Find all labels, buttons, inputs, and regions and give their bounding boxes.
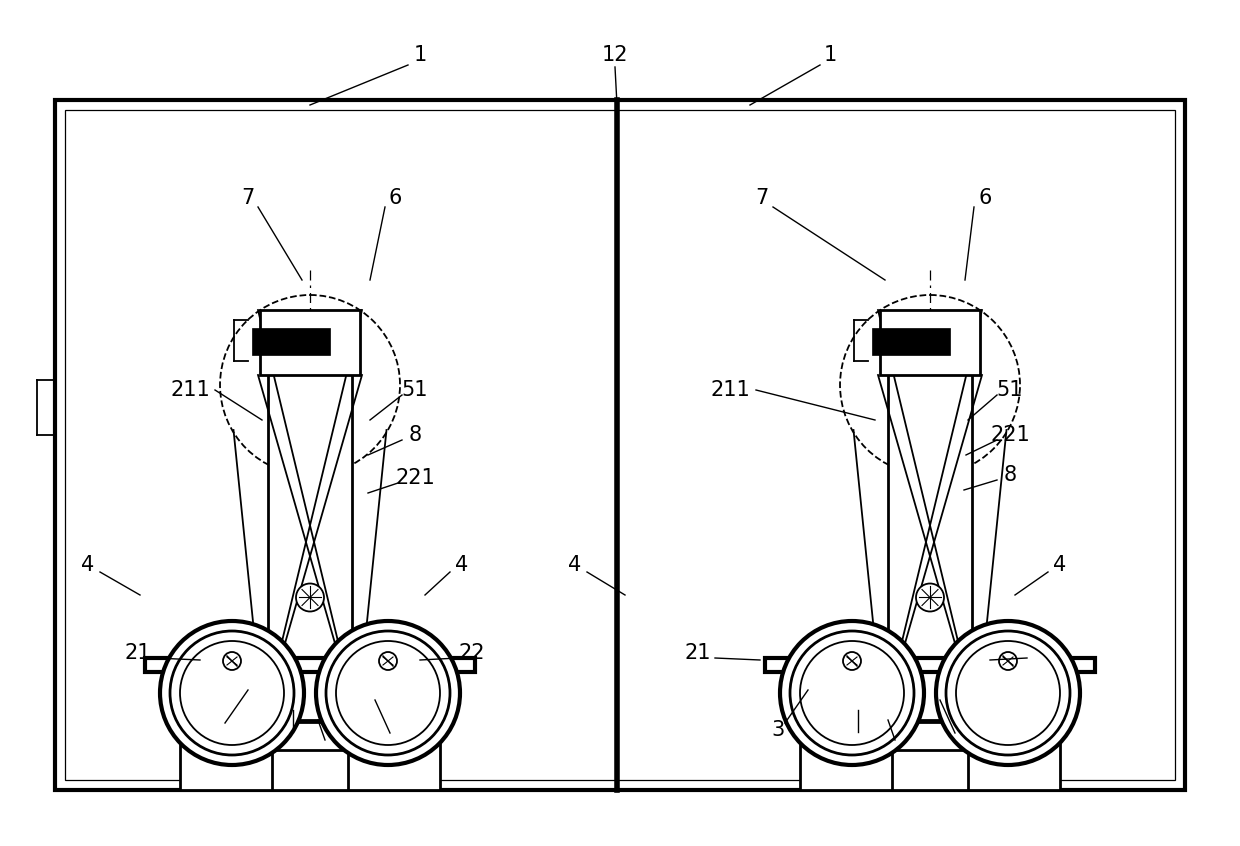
Text: 1: 1 [823, 45, 837, 65]
Circle shape [180, 641, 284, 745]
Text: 22: 22 [459, 643, 485, 663]
Text: 3: 3 [954, 730, 967, 750]
Text: 221: 221 [396, 468, 435, 488]
Text: 3: 3 [388, 730, 402, 750]
Circle shape [790, 631, 914, 755]
Circle shape [336, 641, 440, 745]
Circle shape [379, 652, 397, 670]
Text: 5: 5 [324, 738, 336, 758]
Bar [180, 722, 440, 790]
Circle shape [936, 621, 1080, 765]
Text: 5: 5 [893, 738, 906, 758]
Circle shape [999, 652, 1017, 670]
Circle shape [956, 641, 1060, 745]
Circle shape [800, 641, 904, 745]
Text: 21: 21 [125, 643, 151, 663]
Text: 3: 3 [211, 720, 224, 740]
Bar [252, 328, 330, 355]
Text: 4: 4 [568, 555, 582, 575]
Circle shape [916, 584, 944, 612]
Circle shape [326, 631, 450, 755]
Bar [765, 658, 1095, 672]
Text: 3: 3 [771, 720, 785, 740]
Text: 4: 4 [1053, 555, 1066, 575]
Circle shape [316, 621, 460, 765]
Circle shape [843, 652, 861, 670]
Text: 1: 1 [413, 45, 427, 65]
Text: 8: 8 [408, 425, 422, 445]
Text: 11: 11 [280, 730, 306, 750]
Circle shape [170, 631, 294, 755]
Bar [888, 370, 972, 720]
Text: 22: 22 [1027, 643, 1053, 663]
Bar [872, 328, 950, 355]
Text: 7: 7 [755, 188, 769, 208]
Text: 12: 12 [601, 45, 629, 65]
Circle shape [160, 621, 304, 765]
Text: 4: 4 [82, 555, 94, 575]
Bar [272, 750, 348, 790]
Circle shape [296, 584, 324, 612]
Text: 4: 4 [455, 555, 469, 575]
Text: 21: 21 [684, 643, 712, 663]
Text: 8: 8 [1003, 465, 1017, 485]
Bar [800, 722, 1060, 790]
Bar [55, 100, 1185, 790]
Text: 211: 211 [711, 380, 750, 400]
Bar [145, 658, 475, 672]
Text: 7: 7 [242, 188, 254, 208]
Bar [260, 310, 360, 375]
Bar [268, 370, 352, 720]
Bar [880, 310, 980, 375]
Text: 6: 6 [388, 188, 402, 208]
Bar [892, 750, 968, 790]
Circle shape [780, 621, 924, 765]
Text: 221: 221 [990, 425, 1030, 445]
Text: 11: 11 [844, 730, 872, 750]
Circle shape [946, 631, 1070, 755]
Bar [64, 110, 1176, 780]
Text: 211: 211 [170, 380, 210, 400]
Text: 51: 51 [402, 380, 428, 400]
Circle shape [223, 652, 241, 670]
Text: 51: 51 [997, 380, 1023, 400]
Text: 6: 6 [978, 188, 992, 208]
